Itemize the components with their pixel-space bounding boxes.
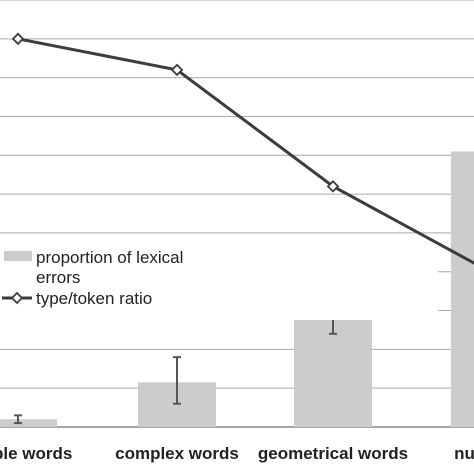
legend-label-bar: proportion of lexical errors	[36, 248, 183, 287]
category-axis-labels: simple words complex words geometrical wor…	[0, 444, 474, 463]
bar-numbers	[451, 151, 474, 427]
legend: proportion of lexical errors type/token ra…	[0, 248, 438, 320]
diamond-marker	[326, 180, 340, 193]
grid-lines	[0, 0, 474, 428]
legend-swatch-bar	[4, 251, 32, 261]
type-token-ratio-line	[17, 37, 474, 265]
category-label: complex words	[115, 444, 239, 463]
bar-simple-words	[0, 419, 57, 427]
legend-background	[0, 250, 438, 320]
legend-label-bar-line2: errors	[36, 268, 80, 287]
category-label: geometrical words	[258, 444, 408, 463]
category-label: simple words	[0, 444, 72, 463]
diamond-marker	[170, 63, 184, 77]
category-label: numbers	[454, 444, 474, 463]
legend-label-bar-line1: proportion of lexical	[36, 248, 183, 267]
legend-swatch-diamond	[10, 291, 24, 305]
diamond-marker	[11, 32, 25, 46]
line-series	[11, 32, 474, 265]
legend-label-line: type/token ratio	[36, 289, 152, 308]
